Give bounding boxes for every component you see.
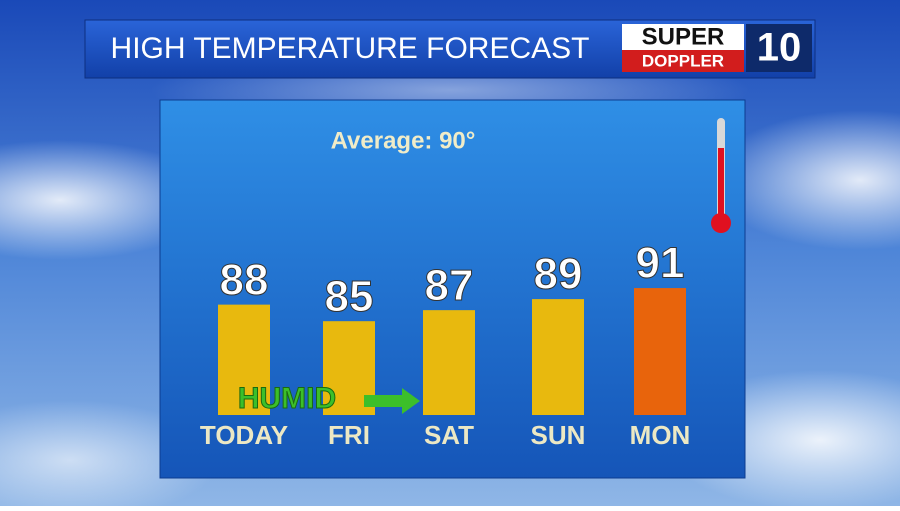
x-tick-label: SAT <box>424 420 474 450</box>
value-label: 87 <box>425 261 474 310</box>
humid-note: HUMID <box>238 382 336 415</box>
bar <box>634 288 686 415</box>
value-label: 88 <box>220 255 269 304</box>
thermometer <box>718 148 724 222</box>
humid-arrow <box>364 388 420 414</box>
logo-text: DOPPLER <box>642 51 724 70</box>
logo-box <box>746 24 812 72</box>
value-label: 85 <box>325 272 374 321</box>
logo-number: 10 <box>757 26 802 70</box>
bar <box>218 304 270 415</box>
chart-title: HIGH TEMPERATURE FORECAST <box>111 32 590 65</box>
x-tick-label: TODAY <box>200 420 288 450</box>
x-tick-label: MON <box>630 420 691 450</box>
logo-box <box>622 50 744 72</box>
logo-box <box>622 24 744 50</box>
average-note: Average: 90° <box>331 127 476 154</box>
bar <box>532 299 584 415</box>
logo-text: SUPER <box>642 23 725 50</box>
value-label: 89 <box>534 250 583 299</box>
bar <box>423 310 475 415</box>
thermometer <box>711 213 731 233</box>
cloud <box>710 110 900 250</box>
x-tick-label: SUN <box>531 420 586 450</box>
value-label: 91 <box>636 239 685 288</box>
x-tick-label: FRI <box>328 420 370 450</box>
